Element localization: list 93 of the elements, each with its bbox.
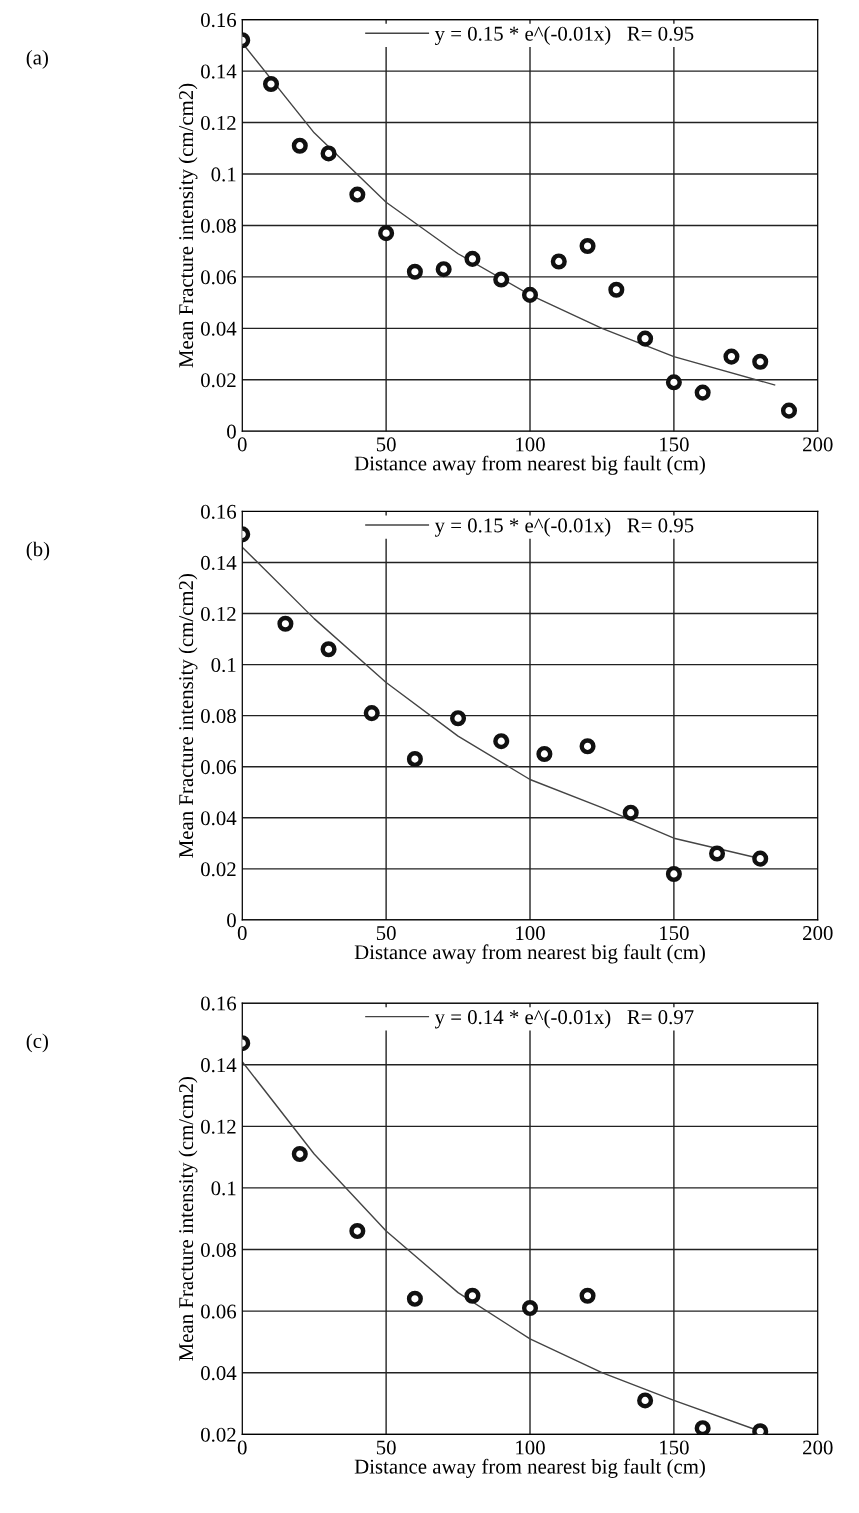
x-tick-label: 50 [376,1440,396,1455]
point [579,237,596,255]
x-axis-title: Distance away from nearest big fault (cm) [354,455,705,475]
y-tick-label: 0.16 [201,504,237,519]
x-tick-label: 100 [516,926,545,941]
point [349,186,366,203]
point [406,1290,423,1307]
y-tick-label: 0.02 [201,373,236,388]
point [665,374,682,391]
y-tick-label: 0.12 [201,606,236,622]
point [363,705,380,722]
y-tick-label: 0.04 [201,321,237,336]
y-tick-label: 0.16 [201,13,237,28]
y-tick-label: 0.06 [201,270,237,285]
y-axis-title: Mean Fracture intensity (cm/cm2) [178,573,198,858]
y-tick-label: 0.1 [211,167,236,182]
point [694,384,711,401]
x-tick-label: 0 [237,437,247,452]
point [622,804,639,821]
point [608,281,625,298]
text: (c) [26,1033,48,1053]
text: (b) [26,541,50,561]
point [752,353,769,370]
y-tick-label: 0.1 [211,657,236,673]
point [550,253,567,270]
point [291,1146,308,1163]
y-tick-label: 0.12 [201,1119,236,1134]
x-axis-title: Distance away from nearest big fault (cm) [354,1458,705,1478]
point [320,641,337,658]
point [291,137,308,154]
y-tick-label: 0.04 [201,1366,237,1381]
point [320,145,337,162]
point [406,263,423,280]
y-tick-label: 0.14 [201,1058,237,1073]
point [277,615,294,632]
point [752,1423,769,1435]
point [435,261,452,278]
point [406,751,423,768]
y-tick-label: 0.14 [201,555,237,570]
point [780,402,798,419]
legend-label: y = 0.15 * e^(-0.01x) R= 0.95 [434,26,694,45]
y-tick-label: 0.1 [211,1181,236,1196]
point [493,271,510,288]
point [579,1287,596,1304]
x-tick-label: 50 [376,437,396,452]
x-tick-label: 150 [660,437,689,452]
legend-label: y = 0.14 * e^(-0.01x) R= 0.97 [434,1009,694,1029]
x-tick-label: 150 [660,1440,689,1455]
point [637,1392,654,1409]
x-tick-label: 100 [516,437,545,452]
x-tick-label: 200 [803,437,833,452]
x-tick-label: 0 [237,926,247,941]
x-tick-label: 200 [803,1440,833,1455]
point [464,1287,481,1304]
point [665,865,682,882]
y-tick-label: 0.02 [201,862,236,877]
point [723,348,740,365]
point [378,225,395,242]
y-tick-label: 0.04 [201,811,237,826]
point [493,733,510,750]
y-tick-label: 0.06 [201,760,237,775]
x-tick-label: 200 [803,926,833,941]
point [349,1223,366,1240]
point [536,745,553,762]
y-axis-title: Mean Fracture intensity (cm/cm2) [178,1077,198,1361]
x-axis-title: Distance away from nearest big fault (cm) [354,944,705,964]
y-tick-label: 0.12 [201,115,236,131]
y-tick-label: 0.16 [201,996,237,1011]
x-tick-label: 150 [660,926,689,941]
y-tick-label: 0 [227,424,236,439]
point [464,250,481,267]
y-tick-label: 0.08 [201,218,236,233]
point [262,75,280,92]
point [709,845,726,862]
point [694,1420,711,1435]
x-tick-label: 50 [376,926,396,941]
point [521,286,539,303]
y-tick-label: 0.08 [201,1242,236,1258]
y-tick-label: 0.06 [201,1304,237,1319]
y-axis-title: Mean Fracture intensity (cm/cm2) [178,83,198,368]
point [450,710,467,727]
x-tick-label: 100 [516,1440,545,1455]
text: (a) [26,49,48,69]
point [752,850,769,867]
legend-label: y = 0.15 * e^(-0.01x) R= 0.95 [434,517,694,537]
point [579,738,596,755]
point [637,330,654,347]
y-tick-label: 0.02 [201,1427,236,1442]
point [521,1300,539,1317]
y-tick-label: 0.14 [201,64,237,79]
y-tick-label: 0.08 [201,709,236,724]
x-tick-label: 0 [237,1440,247,1455]
y-tick-label: 0 [227,913,236,928]
